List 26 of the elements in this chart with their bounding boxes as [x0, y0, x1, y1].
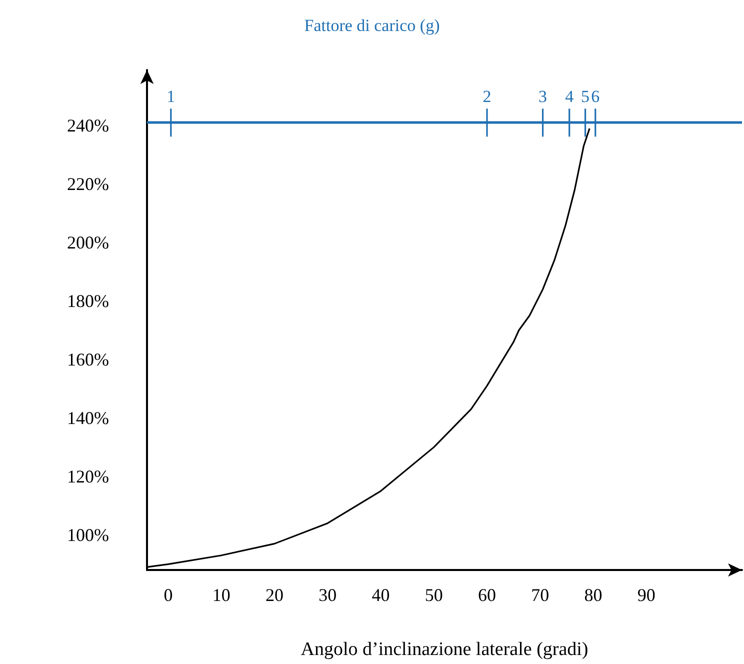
x-tick-label: 0 — [164, 585, 173, 605]
x-tick-label: 80 — [584, 585, 602, 605]
annotation: 6 — [591, 87, 600, 106]
x-tick-label: 90 — [637, 585, 656, 605]
y-tick-label: 180% — [67, 290, 109, 311]
x-tick-label: 50 — [424, 585, 443, 605]
y-tick-label: 160% — [67, 349, 109, 370]
x-tick-label: 60 — [478, 585, 496, 605]
annotation: 4 — [565, 87, 574, 106]
annotation: 2 — [482, 87, 492, 106]
annotation: 1 — [166, 87, 176, 106]
x-tick-label: 70 — [531, 585, 550, 605]
y-tick-label: 240% — [67, 116, 109, 136]
x-tick-label: 40 — [372, 585, 390, 605]
x-axis-title: Angolo d’inclinazione laterale (gradi) — [300, 639, 588, 660]
y-tick-label: 220% — [67, 174, 109, 194]
y-tick-label: 120% — [67, 466, 109, 486]
x-tick-label: 20 — [266, 585, 284, 605]
y-tick-label: 100% — [67, 524, 109, 545]
annotation: 5 — [581, 87, 590, 106]
chart-title: Fattore di carico (g) — [304, 16, 440, 35]
x-tick-label: 30 — [318, 585, 337, 605]
annotation: 3 — [538, 87, 548, 106]
y-tick-label: 200% — [67, 232, 109, 253]
x-tick-label: 10 — [212, 585, 230, 605]
y-tick-label: 140% — [67, 408, 109, 428]
